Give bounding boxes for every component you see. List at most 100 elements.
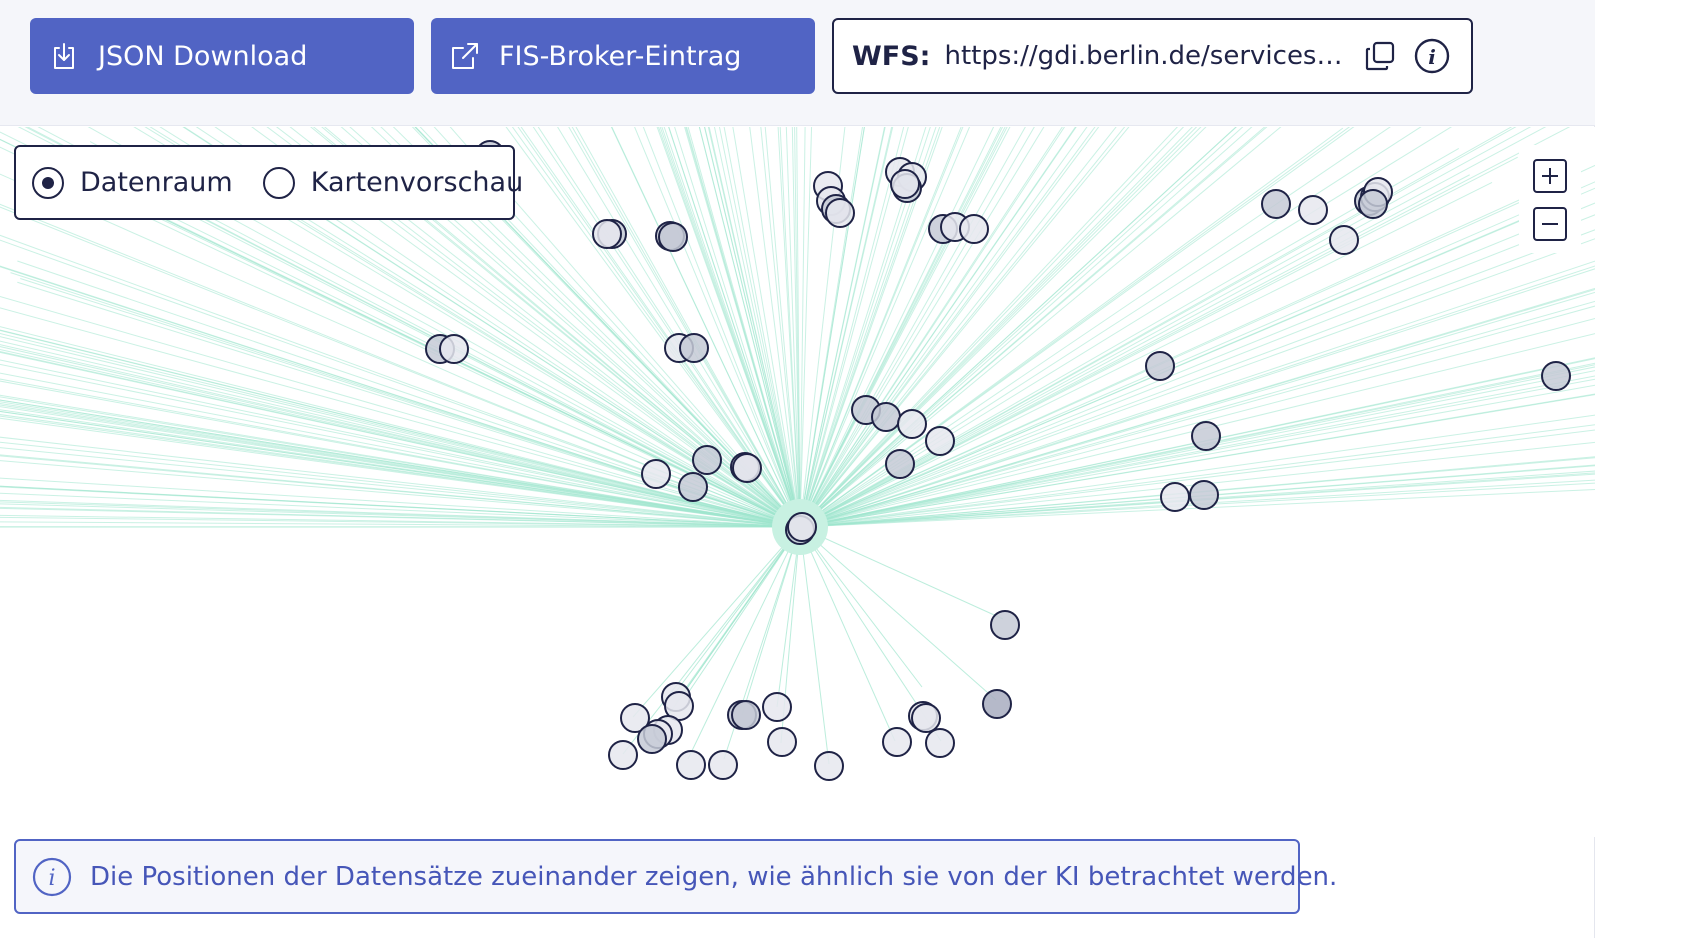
dataset-node[interactable]	[925, 728, 955, 758]
radio-datenraum-label: Datenraum	[80, 167, 233, 198]
graph-edge	[799, 472, 1595, 528]
graph-edge	[0, 460, 801, 528]
zoom-in-button[interactable]	[1533, 159, 1567, 193]
graph-edge	[779, 127, 801, 528]
graph-edge	[0, 295, 801, 528]
graph-edge	[799, 127, 927, 528]
dataset-node[interactable]	[1358, 189, 1388, 219]
dataset-node[interactable]	[592, 219, 622, 249]
graph-edge	[777, 127, 801, 528]
dataset-node[interactable]	[1329, 225, 1359, 255]
dataset-node[interactable]	[637, 724, 667, 754]
graph-edge	[749, 127, 801, 528]
dataset-node[interactable]	[641, 459, 671, 489]
dataset-node[interactable]	[897, 409, 927, 439]
graph-edge	[799, 127, 1185, 528]
graph-edge	[799, 127, 1088, 528]
dataset-node[interactable]	[814, 751, 844, 781]
dataset-node[interactable]	[911, 703, 941, 733]
info-icon[interactable]: i	[1412, 36, 1452, 76]
graph-edges	[0, 127, 1595, 765]
dataset-node[interactable]	[882, 727, 912, 757]
json-download-button[interactable]: JSON Download	[30, 18, 414, 94]
dataset-node[interactable]	[890, 169, 920, 199]
radio-kartenvorschau-indicator[interactable]	[262, 166, 295, 199]
similarity-graph[interactable]	[0, 127, 1595, 837]
dataset-node[interactable]	[608, 740, 638, 770]
graph-edge	[760, 127, 801, 528]
dataset-node[interactable]	[731, 700, 761, 730]
dataset-node[interactable]	[1191, 421, 1221, 451]
graph-edge	[799, 127, 1045, 528]
dataset-node[interactable]	[620, 703, 650, 733]
dataset-node[interactable]	[708, 750, 738, 780]
graph-edge	[0, 399, 801, 528]
graph-edge	[799, 414, 1595, 528]
graph-edge	[0, 436, 801, 528]
radio-kartenvorschau[interactable]: Kartenvorschau	[262, 166, 523, 199]
graph-edge	[575, 127, 801, 528]
dataset-node[interactable]	[990, 610, 1020, 640]
copy-icon[interactable]	[1360, 36, 1400, 76]
dataset-node[interactable]	[1160, 482, 1190, 512]
dataset-node[interactable]	[871, 402, 901, 432]
dataset-node[interactable]	[692, 445, 722, 475]
graph-edge	[683, 526, 801, 700]
dataset-node[interactable]	[982, 689, 1012, 719]
dataset-node[interactable]	[679, 333, 709, 363]
svg-text:i: i	[1429, 45, 1437, 69]
dataset-node[interactable]	[767, 727, 797, 757]
graph-edge	[799, 127, 1026, 528]
graph-edge	[799, 265, 1595, 528]
graph-edge	[537, 127, 801, 528]
graph-edge	[799, 127, 909, 528]
dataset-node[interactable]	[1298, 195, 1328, 225]
graph-edge	[764, 127, 801, 528]
dataset-node[interactable]	[1541, 361, 1571, 391]
graph-edge	[0, 501, 801, 528]
radio-datenraum[interactable]: Datenraum	[32, 166, 233, 199]
graph-edge	[511, 127, 801, 528]
dataset-node[interactable]	[439, 334, 469, 364]
graph-edge	[392, 127, 801, 528]
graph-edge	[713, 127, 801, 528]
graph-edge	[799, 482, 1595, 528]
graph-canvas[interactable]	[0, 127, 1595, 837]
radio-datenraum-indicator[interactable]	[32, 166, 64, 199]
dataset-node[interactable]	[762, 692, 792, 722]
graph-edge	[799, 127, 1100, 528]
dataset-node[interactable]	[676, 750, 706, 780]
graph-edge	[723, 127, 801, 528]
dataset-node[interactable]	[732, 453, 762, 483]
fis-broker-button[interactable]: FIS-Broker-Eintrag	[431, 18, 815, 94]
fis-broker-label: FIS-Broker-Eintrag	[499, 40, 742, 72]
dataset-node[interactable]	[1261, 189, 1291, 219]
dataset-node[interactable]	[1145, 351, 1175, 381]
dataset-node[interactable]	[959, 214, 989, 244]
dataset-node[interactable]	[825, 198, 855, 228]
zoom-out-button[interactable]	[1533, 207, 1567, 241]
graph-edge	[0, 455, 801, 528]
wfs-url[interactable]: https://gdi.berlin.de/services/w...	[944, 41, 1349, 71]
graph-edge	[799, 127, 1207, 528]
graph-edge	[708, 127, 801, 528]
dataset-node[interactable]	[787, 512, 817, 542]
graph-edge	[0, 378, 801, 528]
graph-edge	[520, 127, 801, 528]
graph-edge	[251, 127, 801, 528]
graph-edge	[799, 127, 846, 528]
graph-edge	[799, 127, 1011, 528]
graph-edge	[0, 329, 801, 528]
graph-edge	[799, 127, 1117, 528]
dataset-node[interactable]	[658, 222, 688, 252]
dataset-node[interactable]	[678, 472, 708, 502]
graph-edge	[799, 202, 1595, 528]
graph-edge	[611, 127, 801, 528]
graph-edge	[195, 127, 801, 528]
dataset-node[interactable]	[925, 426, 955, 456]
dataset-node[interactable]	[1189, 480, 1219, 510]
graph-edge	[0, 417, 801, 528]
graph-edge	[799, 182, 1493, 528]
graph-edge	[0, 349, 801, 528]
dataset-node[interactable]	[885, 449, 915, 479]
